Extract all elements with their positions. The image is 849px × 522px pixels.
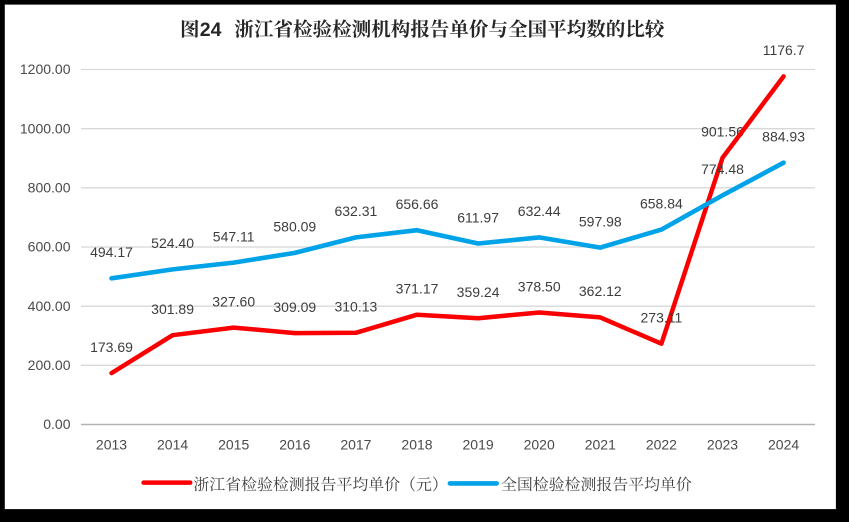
svg-text:273.11: 273.11	[641, 310, 683, 326]
svg-text:0.00: 0.00	[43, 416, 70, 432]
svg-text:200.00: 200.00	[28, 357, 71, 373]
svg-text:173.69: 173.69	[90, 339, 133, 355]
svg-text:371.17: 371.17	[396, 281, 439, 297]
svg-text:24: 24	[200, 19, 222, 41]
svg-text:1200.00: 1200.00	[20, 61, 71, 77]
svg-text:2024: 2024	[768, 437, 799, 453]
svg-text:2013: 2013	[96, 437, 127, 453]
svg-text:658.84: 658.84	[640, 195, 683, 211]
svg-text:580.09: 580.09	[273, 219, 316, 235]
svg-text:2014: 2014	[157, 437, 188, 453]
svg-text:1000.00: 1000.00	[20, 120, 71, 136]
svg-text:327.60: 327.60	[212, 293, 255, 309]
svg-text:524.40: 524.40	[151, 235, 194, 251]
svg-text:309.09: 309.09	[273, 299, 316, 315]
svg-text:2019: 2019	[463, 437, 494, 453]
svg-text:632.31: 632.31	[334, 203, 377, 219]
svg-text:2015: 2015	[218, 437, 249, 453]
svg-text:2023: 2023	[707, 437, 738, 453]
svg-text:362.12: 362.12	[579, 283, 622, 299]
svg-text:2021: 2021	[585, 437, 616, 453]
svg-text:901.56: 901.56	[701, 124, 744, 140]
svg-text:547.11: 547.11	[213, 228, 255, 244]
svg-text:800.00: 800.00	[28, 180, 71, 196]
svg-text:310.13: 310.13	[334, 299, 377, 315]
svg-text:494.17: 494.17	[90, 244, 133, 260]
svg-text:2018: 2018	[401, 437, 432, 453]
svg-text:2022: 2022	[646, 437, 677, 453]
svg-text:1176.7: 1176.7	[763, 42, 805, 58]
svg-text:600.00: 600.00	[28, 239, 71, 255]
svg-text:400.00: 400.00	[28, 298, 71, 314]
svg-text:884.93: 884.93	[762, 129, 805, 145]
svg-text:301.89: 301.89	[151, 301, 194, 317]
svg-text:656.66: 656.66	[396, 196, 439, 212]
svg-text:632.44: 632.44	[518, 203, 561, 219]
svg-text:2020: 2020	[524, 437, 555, 453]
svg-text:359.24: 359.24	[457, 284, 500, 300]
svg-text:597.98: 597.98	[579, 213, 622, 229]
svg-text:2016: 2016	[279, 437, 310, 453]
svg-text:611.97: 611.97	[457, 209, 499, 225]
svg-text:774.48: 774.48	[701, 161, 744, 177]
svg-text:378.50: 378.50	[518, 278, 561, 294]
svg-text:2017: 2017	[340, 437, 371, 453]
